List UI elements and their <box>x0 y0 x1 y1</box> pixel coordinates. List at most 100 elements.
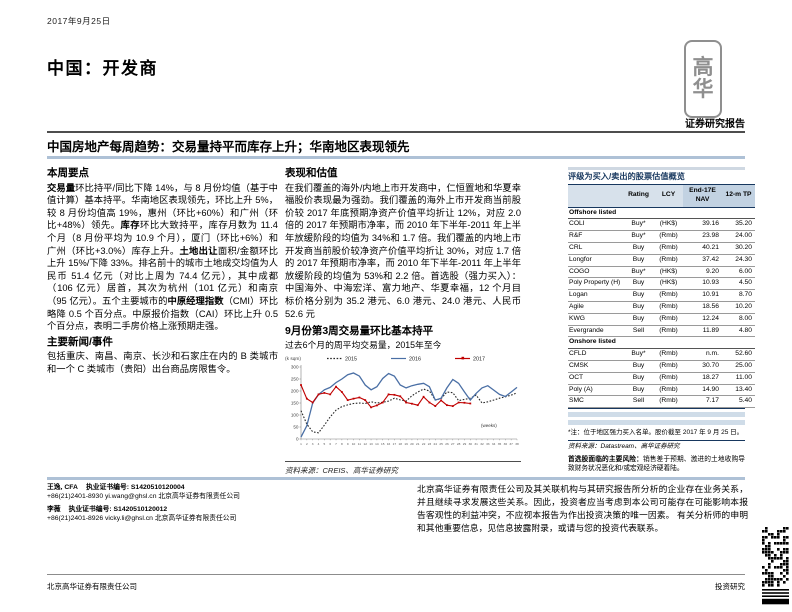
footer-section-label: 投资研究 <box>715 582 745 591</box>
page-title: 中国：开发商 <box>47 59 158 78</box>
analysts-block: 王逸, CFA 执业证书编号: S1420510120004 +86(21)240… <box>47 484 312 528</box>
header-name <box>568 184 623 208</box>
table-row: COLI Buy* (HK$) 39.16 35.20 <box>568 218 755 232</box>
svg-text:15: 15 <box>381 442 385 446</box>
report-date: 2017年9月25日 <box>47 16 111 26</box>
chart-title: 9月份第3周交易量环比基本持平 <box>285 325 434 338</box>
seal-char-top: 高 <box>692 55 714 79</box>
svg-text:3: 3 <box>312 442 314 446</box>
svg-text:11: 11 <box>358 442 361 446</box>
table-row: Poly (A) Buy (Rmb) 14.90 13.40 <box>568 384 755 397</box>
analyst-entry: 李薇 执业证书编号: S1420510120012 +86(21)2401-892… <box>47 506 312 523</box>
news-paragraph: 包括重庆、南昌、南京、长沙和石家庄在内的 B 类城市和一个 C 类城市（贵阳）出… <box>47 351 278 374</box>
svg-text:18: 18 <box>399 442 403 446</box>
valuation-paragraph: 在我们覆盖的海外/内地上市开发商中，仁恒置地和华夏幸福股价表现最为强劲。我们覆盖… <box>285 182 521 319</box>
chart-source-note: 资料来源：CREIS、高华证券研究 <box>285 460 521 478</box>
svg-text:2017: 2017 <box>473 357 485 363</box>
news-heading: 主要新闻/事件 <box>47 335 113 348</box>
table-row: Evergrande Sell (Rmb) 11.89 4.80 <box>568 325 755 338</box>
svg-text:0: 0 <box>296 437 299 442</box>
table-row: R&F Buy* (Rmb) 23.98 24.00 <box>568 230 755 243</box>
table-row: CRL Buy (Rmb) 40.21 30.20 <box>568 242 755 255</box>
svg-text:50: 50 <box>293 425 299 430</box>
svg-text:24: 24 <box>434 442 438 446</box>
analyst-name: 王逸, CFA <box>47 484 78 491</box>
header-divider <box>47 131 745 133</box>
table-header-row: Rating LCY End-17E NAV 12-m TP <box>568 184 755 208</box>
risk-paragraph: 首选股面临的主要风险：销售差于预期、激进的土地收购导致财务状况恶化和/或宏观经济… <box>568 456 745 474</box>
svg-text:13: 13 <box>369 442 373 446</box>
svg-text:30: 30 <box>469 442 473 446</box>
table-section-row: Offshore listed <box>568 207 755 220</box>
valuation-heading: 表现和估值 <box>285 167 338 179</box>
seal-char-bottom: 华 <box>692 78 714 101</box>
table-row: CMSK Buy (Rmb) 30.70 25.00 <box>568 360 755 373</box>
svg-text:2: 2 <box>306 442 308 446</box>
svg-text:21: 21 <box>416 442 420 446</box>
analyst-name: 李薇 <box>47 506 61 514</box>
svg-text:9: 9 <box>347 442 349 446</box>
chart-subtitle: 过去6个月的周平均交易量，2015年至今 <box>285 339 442 350</box>
svg-text:150: 150 <box>291 401 299 406</box>
gaohua-seal-logo: 高 华 <box>684 40 722 118</box>
svg-text:10: 10 <box>352 442 356 446</box>
svg-text:25: 25 <box>439 442 443 446</box>
svg-text:(weeks): (weeks) <box>481 423 497 428</box>
svg-text:20: 20 <box>410 442 414 446</box>
analyst-cert: 执业证书编号: S1420510120004 <box>85 484 185 491</box>
ratings-valuation-panel: 评级为买入/卖出的股票估值概览 Rating LCY End-17E NAV 1… <box>568 167 755 474</box>
ratings-table-title: 评级为买入/卖出的股票估值概览 <box>568 172 685 181</box>
ratings-table: Rating LCY End-17E NAV 12-m TP Offshore … <box>568 184 755 409</box>
analyst-contact: +86(21)2401-8930 yi.wang@ghsl.cn 北京高华证券有… <box>47 492 240 500</box>
svg-text:19: 19 <box>404 442 408 446</box>
valuation-column: 表现和估值 在我们覆盖的海外/内地上市开发商中，仁恒置地和华夏幸福股价表现最为强… <box>285 167 521 478</box>
header-tp: 12-m TP <box>722 184 755 208</box>
svg-text:38: 38 <box>515 442 519 446</box>
svg-text:33: 33 <box>486 442 490 446</box>
table-row: Poly Property (H) Buy (HK$) 10.93 4.50 <box>568 277 755 291</box>
svg-text:200: 200 <box>291 389 299 394</box>
svg-text:22: 22 <box>422 442 426 446</box>
analyst-entry: 王逸, CFA 执业证书编号: S1420510120004 +86(21)240… <box>47 484 312 501</box>
svg-text:34: 34 <box>492 442 496 446</box>
svg-text:36: 36 <box>504 442 508 446</box>
analyst-cert: 执业证书编号: S1420510120012 <box>68 506 168 514</box>
table-row: Logan Buy (Rmb) 10.91 8.70 <box>568 289 755 302</box>
table-empty-band <box>568 412 745 418</box>
header-nav: End-17E NAV <box>683 184 722 208</box>
report-type-label: 证券研究报告 <box>685 119 745 130</box>
svg-text:26: 26 <box>445 442 449 446</box>
weekly-highlights-column: 本周要点 交易量环比持平/同比下降 14%，与 8 月份均值（基于中值计算）基本… <box>47 167 278 376</box>
footer-company-name: 北京高华证券有限责任公司 <box>47 582 137 591</box>
risk-text: 销售差于预期、激进的土地收购导致财务状况恶化和/或宏观经济硬着陆。 <box>568 456 745 473</box>
svg-text:14: 14 <box>375 442 379 446</box>
report-headline: 中国房地产每周趋势：交易量持平而库存上升；华南地区表现领先 <box>47 140 410 154</box>
table-row: Longfor Buy (Rmb) 37.42 24.30 <box>568 254 755 267</box>
footer-divider-band <box>47 477 745 480</box>
svg-text:29: 29 <box>463 442 467 446</box>
highlights-paragraph: 交易量环比持平/同比下降 14%，与 8 月份均值（基于中值计算）基本持平。华南… <box>47 182 278 332</box>
svg-text:4: 4 <box>318 442 320 446</box>
table-row: Agile Buy (Rmb) 18.56 10.20 <box>568 301 755 314</box>
svg-text:16: 16 <box>387 442 391 446</box>
headline-underline <box>47 156 745 159</box>
table-empty-band <box>568 420 745 426</box>
table-section-row: Onshore listed <box>568 336 755 350</box>
ratings-table-body: Offshore listed COLI Buy* (HK$) 39.16 35.20 R&… <box>568 207 755 409</box>
table-row: OCT Buy (Rmb) 18.27 11.00 <box>568 372 755 385</box>
svg-text:250: 250 <box>291 377 299 382</box>
svg-text:32: 32 <box>480 442 484 446</box>
svg-text:7: 7 <box>335 442 337 446</box>
svg-text:1: 1 <box>300 442 302 446</box>
disclaimer-paragraph: 北京高华证券有限责任公司及其关联机构与其研究报告所分析的企业存在业务关系，并且继… <box>417 484 748 533</box>
svg-text:100: 100 <box>291 413 299 418</box>
header-rating: Rating <box>623 184 654 208</box>
svg-text:31: 31 <box>474 442 478 446</box>
analyst-contact: +86(21)2401-8926 vicky.li@ghsl.cn 北京高华证券… <box>47 514 237 522</box>
table-row: SMC Sell (Rmb) 7.17 5.40 <box>568 395 755 409</box>
table-row: KWG Buy (Rmb) 12.24 8.00 <box>568 313 755 326</box>
svg-text:12: 12 <box>363 442 367 446</box>
svg-text:28: 28 <box>457 442 461 446</box>
